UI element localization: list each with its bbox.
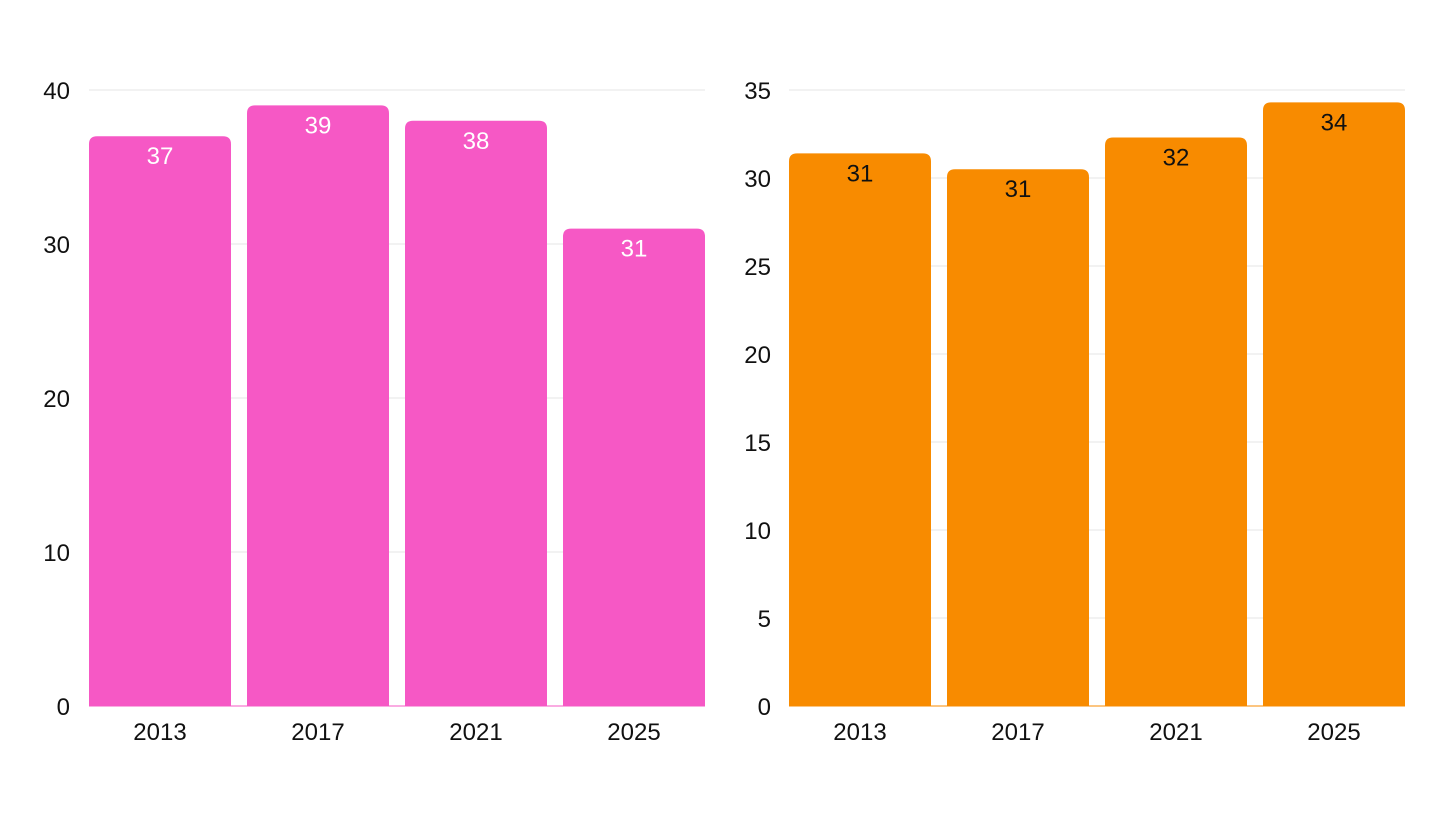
bar-value-label: 39 <box>305 112 332 139</box>
bar-2013 <box>789 153 931 707</box>
x-tick-label: 2021 <box>1149 719 1202 746</box>
bar-value-label: 38 <box>463 128 490 155</box>
bar-2025 <box>1263 102 1405 706</box>
bar-2021 <box>1105 137 1247 706</box>
bar-value-label: 31 <box>847 160 874 187</box>
x-tick-label: 2025 <box>607 719 660 746</box>
bar-value-label: 37 <box>147 143 174 170</box>
y-tick-label: 10 <box>744 518 771 545</box>
y-tick-label: 35 <box>744 78 771 105</box>
bar-value-label: 31 <box>1005 176 1032 203</box>
bar-2017 <box>947 169 1089 706</box>
bar-value-label: 34 <box>1321 109 1348 136</box>
y-tick-label: 5 <box>758 606 771 633</box>
y-tick-label: 30 <box>43 232 70 259</box>
bar-2013 <box>89 136 231 706</box>
x-tick-label: 2017 <box>991 719 1044 746</box>
y-tick-label: 25 <box>744 254 771 281</box>
bar-2021 <box>405 120 547 707</box>
x-tick-label: 2021 <box>449 719 502 746</box>
bar-value-label: 31 <box>621 236 648 263</box>
y-tick-label: 20 <box>744 342 771 369</box>
y-tick-label: 20 <box>43 386 70 413</box>
y-tick-label: 30 <box>744 166 771 193</box>
y-tick-label: 15 <box>744 430 771 457</box>
y-tick-label: 0 <box>57 694 70 721</box>
x-tick-label: 2013 <box>133 719 186 746</box>
x-tick-label: 2017 <box>291 719 344 746</box>
bar-2025 <box>563 228 705 706</box>
bar-value-label: 32 <box>1163 145 1190 172</box>
left-bar-chart: 0 10 20 30 40 37 2013 39 2017 38 2021 31 2025 <box>43 78 705 746</box>
x-tick-label: 2013 <box>833 719 886 746</box>
y-tick-label: 0 <box>758 694 771 721</box>
y-tick-label: 40 <box>43 78 70 105</box>
bar-2017 <box>247 105 389 706</box>
x-tick-label: 2025 <box>1307 719 1360 746</box>
y-tick-label: 10 <box>43 540 70 567</box>
